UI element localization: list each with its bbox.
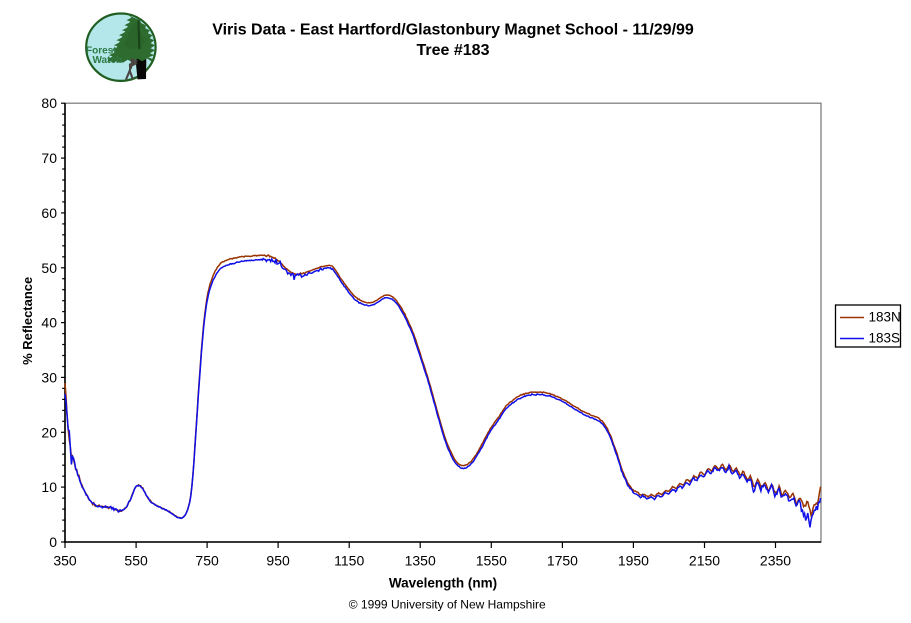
svg-text:1550: 1550 <box>476 552 507 568</box>
svg-text:0: 0 <box>49 534 57 550</box>
svg-text:750: 750 <box>195 552 219 568</box>
svg-text:2350: 2350 <box>760 552 791 568</box>
svg-text:1150: 1150 <box>334 552 364 568</box>
svg-text:20: 20 <box>41 424 57 440</box>
svg-text:1350: 1350 <box>405 552 436 568</box>
svg-text:1950: 1950 <box>618 552 649 568</box>
svg-text:Wavelength (nm): Wavelength (nm) <box>389 575 497 590</box>
svg-text:2150: 2150 <box>689 552 720 568</box>
svg-text:Viris Data - East Hartford/Gla: Viris Data - East Hartford/Glastonbury M… <box>212 21 694 38</box>
svg-text:60: 60 <box>41 205 57 221</box>
svg-text:30: 30 <box>41 369 57 385</box>
svg-text:80: 80 <box>41 95 57 111</box>
svg-text:Tree #183: Tree #183 <box>417 42 490 59</box>
svg-text:550: 550 <box>124 552 148 568</box>
svg-text:40: 40 <box>41 315 57 331</box>
svg-text:% Reflectance: % Reflectance <box>20 277 35 365</box>
svg-text:Watch: Watch <box>92 55 122 66</box>
svg-text:Forest: Forest <box>86 46 117 57</box>
svg-text:© 1999 University of New Hamps: © 1999 University of New Hampshire <box>349 598 546 612</box>
svg-text:10: 10 <box>41 479 57 495</box>
svg-text:183S: 183S <box>869 331 901 346</box>
svg-text:950: 950 <box>266 552 290 568</box>
svg-text:1750: 1750 <box>547 552 578 568</box>
svg-text:50: 50 <box>41 260 57 276</box>
svg-text:183N: 183N <box>869 310 901 325</box>
svg-text:70: 70 <box>41 150 57 166</box>
svg-text:350: 350 <box>53 552 77 568</box>
